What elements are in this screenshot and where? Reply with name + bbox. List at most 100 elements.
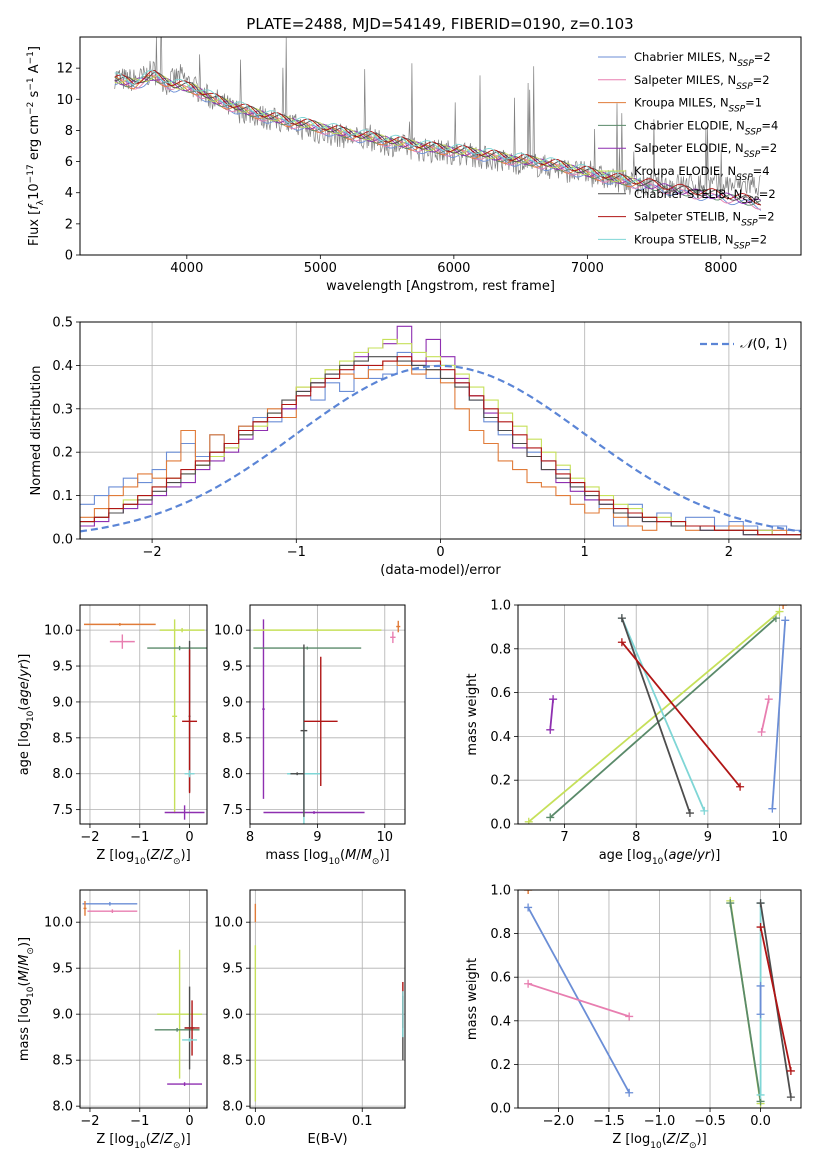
x-tick-label: 10 xyxy=(377,830,394,845)
weight-line xyxy=(756,981,765,1019)
weight-line xyxy=(546,695,558,734)
weight-marker xyxy=(617,638,626,647)
legend-label: Chabrier MILES, NSSP=2 xyxy=(634,50,771,69)
errorbar-point xyxy=(159,627,205,633)
x-tick-label: 9 xyxy=(704,830,712,845)
axes-frame xyxy=(79,889,208,1109)
plot-area xyxy=(524,605,790,824)
weight-marker xyxy=(764,695,773,704)
errorbar-point xyxy=(303,656,338,786)
x-tick-label: −1 xyxy=(287,545,306,560)
y-axis-label: Normed distribution xyxy=(29,366,44,496)
weight-line xyxy=(617,638,745,791)
x-tick-label: −1 xyxy=(130,1114,149,1129)
errorbar-point xyxy=(182,1038,198,1042)
y-tick-label: 0.4 xyxy=(490,730,511,745)
weight-segment xyxy=(760,699,770,733)
errorbar-point xyxy=(253,646,362,650)
legend: 𝒩(0, 1) xyxy=(700,337,787,352)
x-tick-label: 10 xyxy=(771,830,788,845)
x-tick-label: −2 xyxy=(143,545,162,560)
model-spectrum xyxy=(114,77,762,204)
weight-segment xyxy=(621,641,741,788)
y-tick-label: 10 xyxy=(56,93,73,108)
y-tick-label: 0.1 xyxy=(52,489,73,504)
errorbar-point xyxy=(390,631,396,644)
x-tick-label: −0.5 xyxy=(694,1114,726,1129)
panels: 4000 5000 6000 7000 8000024681012wavelength … xyxy=(17,36,802,1151)
weight-marker xyxy=(779,605,788,609)
plot-area xyxy=(83,619,207,820)
weight-marker xyxy=(546,725,555,734)
y-axis-label: mass weight xyxy=(465,673,480,755)
y-tick-label: 0.3 xyxy=(52,402,73,417)
y-axis-label: Flux [fλ10−17 erg cm−2 s−1 A−1] xyxy=(26,46,46,246)
chart-age-vs-Z: −2 −1 0 7.5 8.0 8.5 9.0 9.5 10.0 Z [log10(Z/Z⊙)] a… xyxy=(17,604,208,867)
errorbar-point xyxy=(262,619,265,799)
weight-segment xyxy=(729,902,762,1102)
y-axis-label: mass [log10(M/M⊙)] xyxy=(17,937,36,1061)
histogram-chabrier-stelib xyxy=(80,356,801,539)
weight-marker xyxy=(524,903,533,912)
x-axis-label: (data-model)/error xyxy=(380,563,501,578)
y-tick-label: 10.0 xyxy=(44,916,73,931)
x-tick-label: 0 xyxy=(436,545,444,560)
weight-marker xyxy=(625,1012,634,1021)
x-tick-label: 8 xyxy=(246,830,254,845)
x-tick-label: 5000 xyxy=(304,261,337,276)
y-tick-label: 8.0 xyxy=(52,767,73,782)
errorbar-point xyxy=(83,622,156,626)
errorbar-point xyxy=(184,1000,200,1056)
weight-segment xyxy=(549,617,777,819)
weight-line xyxy=(757,695,773,737)
x-axis-label: Z [log10(Z/Z⊙)] xyxy=(96,1132,190,1151)
errorbar-point xyxy=(164,805,205,820)
x-tick-label: −2.0 xyxy=(543,1114,575,1129)
plot-area xyxy=(254,903,404,1102)
model-spectrum xyxy=(114,76,762,206)
y-tick-label: 9.0 xyxy=(222,695,243,710)
weight-marker xyxy=(736,782,745,791)
chart-weight-vs-Z: −2.0 −1.5 −1.0 −0.5 0.0 0.0 0.2 0.4 0.6 0.8 1.0 Z [… xyxy=(465,884,802,1151)
weight-marker xyxy=(756,1010,765,1019)
y-tick-label: 8.5 xyxy=(52,731,73,746)
weight-line xyxy=(756,923,795,1075)
axes-frame xyxy=(79,36,802,256)
plot-area xyxy=(114,37,762,211)
x-axis-label: wavelength [Angstrom, rest frame] xyxy=(326,279,555,294)
y-tick-label: 9.0 xyxy=(222,1008,243,1023)
weight-marker xyxy=(768,804,777,813)
y-tick-label: 10.0 xyxy=(214,916,243,931)
chart-spectrum: 4000 5000 6000 7000 8000 0 2 4 6 8 10 12 wavelength … xyxy=(26,36,802,294)
plot-area xyxy=(253,619,401,824)
legend: Chabrier MILES, NSSP=2 Salpeter MILES, NS… xyxy=(598,50,778,251)
weight-marker xyxy=(625,1088,634,1097)
weight-marker xyxy=(775,607,784,616)
weight-line xyxy=(524,890,533,894)
y-tick-label: 0.8 xyxy=(490,927,511,942)
errorbar-point xyxy=(253,628,382,632)
weight-segment xyxy=(621,617,706,812)
axes-frame xyxy=(79,321,802,540)
model-spectrum xyxy=(114,74,642,186)
chart-mass-vs-EBV: 0.0 0.1 8.0 8.5 9.0 9.5 10.0 E(B-V) xyxy=(214,889,406,1147)
weight-marker xyxy=(726,899,735,908)
weight-marker xyxy=(685,809,694,818)
weight-marker xyxy=(756,1090,765,1099)
x-axis-label: E(B-V) xyxy=(307,1132,347,1147)
y-tick-label: 9.0 xyxy=(52,695,73,710)
weight-marker xyxy=(757,728,766,737)
x-tick-label: 0 xyxy=(185,830,193,845)
y-tick-label: 0.2 xyxy=(490,774,511,789)
y-tick-label: 1.0 xyxy=(490,599,511,614)
y-tick-label: 8.0 xyxy=(222,1100,243,1115)
weight-line xyxy=(524,979,634,1021)
y-tick-label: 0.6 xyxy=(490,686,511,701)
x-tick-label: −1 xyxy=(130,830,149,845)
errorbar-point xyxy=(290,772,304,776)
x-axis-label: age [log10(age/yr)] xyxy=(599,848,721,867)
axes-frame xyxy=(517,604,802,825)
weight-segment xyxy=(771,620,787,809)
errorbar-point xyxy=(109,634,135,649)
x-tick-label: 7000 xyxy=(571,261,604,276)
